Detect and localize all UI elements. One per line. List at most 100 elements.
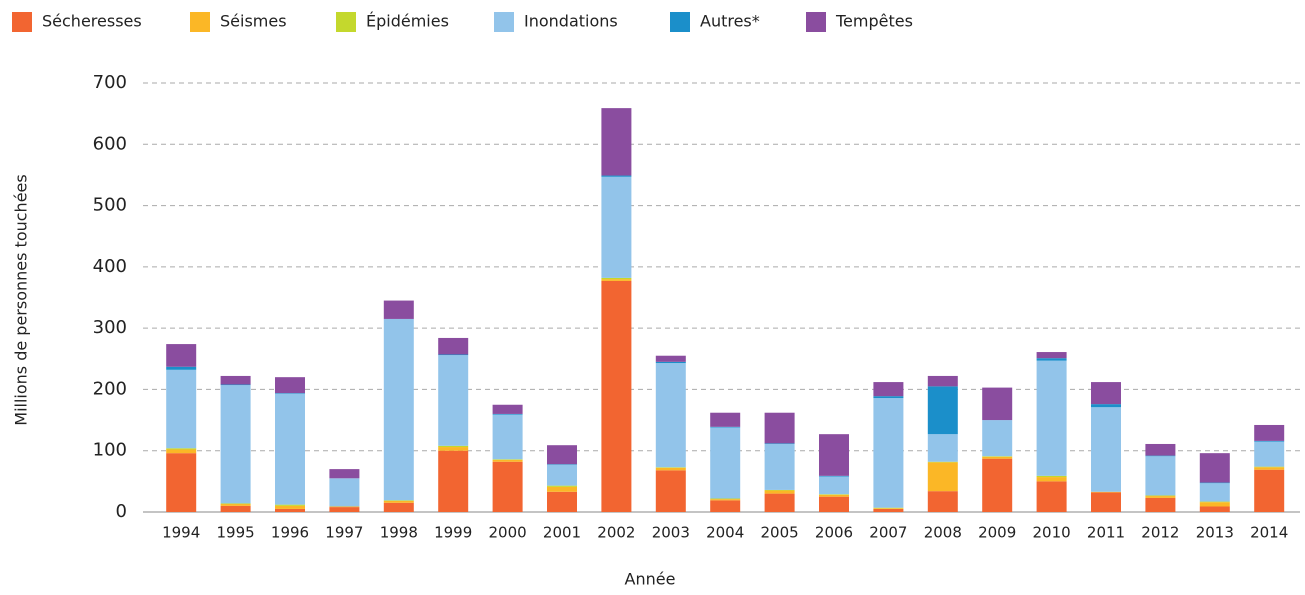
bar-segment: [438, 355, 469, 446]
bar-segment: [438, 447, 469, 451]
bar-segment: [1091, 407, 1121, 492]
bar-segment: [492, 404, 523, 414]
bar-segment: [1145, 443, 1176, 456]
x-tick-label: 2011: [1087, 524, 1125, 542]
legend-swatch: [12, 12, 32, 32]
x-tick-label: 1997: [325, 524, 363, 542]
bar-segment: [710, 500, 741, 512]
bar-segment: [655, 363, 686, 468]
bar-segment: [547, 491, 577, 512]
bar-segment: [710, 412, 741, 427]
bar-segment: [547, 464, 577, 465]
bar-segment: [601, 279, 632, 281]
bar-segment: [492, 459, 523, 460]
x-tick-label: 2008: [924, 524, 962, 542]
bar-segment: [873, 382, 904, 397]
bar-segment: [710, 426, 741, 428]
bar-segment: [220, 505, 251, 512]
bar-segment: [764, 490, 795, 494]
x-tick-label: 2013: [1196, 524, 1234, 542]
bar-segment: [220, 504, 251, 506]
x-tick-label: 2001: [543, 524, 581, 542]
bar-segment: [1036, 477, 1067, 482]
x-tick-label: 2012: [1141, 524, 1179, 542]
bar-segment: [819, 494, 849, 497]
bar-segment: [1145, 496, 1176, 498]
bar-segment: [220, 384, 251, 386]
legend-swatch: [494, 12, 514, 32]
bar-segment: [275, 377, 305, 394]
bar-segment: [927, 461, 958, 463]
bar-segment: [655, 467, 686, 471]
bar-segment: [1254, 440, 1285, 442]
bar-segment: [1091, 382, 1121, 405]
bar-segment: [438, 337, 469, 355]
bar-segment: [927, 375, 958, 387]
bar-segment: [601, 108, 632, 176]
bar-segment: [982, 420, 1013, 457]
bar-segment: [1199, 506, 1230, 512]
bar-segment: [601, 176, 632, 278]
bar-segment: [329, 507, 360, 512]
bar-segment: [982, 458, 1013, 512]
bar-segment: [1091, 492, 1121, 512]
bar-segment: [819, 434, 849, 476]
bar-segment: [873, 508, 904, 512]
bar-segment: [438, 354, 469, 356]
x-tick-label: 2006: [815, 524, 853, 542]
bar-segment: [1199, 502, 1230, 507]
bar-segment: [1145, 455, 1176, 457]
y-tick-label: 400: [93, 256, 127, 277]
bar-segment: [166, 369, 197, 449]
bar-segment: [1091, 404, 1121, 408]
x-tick-label: 2002: [597, 524, 635, 542]
bar-segment: [982, 456, 1013, 459]
bar-segment: [275, 505, 305, 509]
bar-segment: [383, 500, 414, 501]
bar-segment: [982, 387, 1013, 421]
bar-segment: [764, 489, 795, 491]
bar-segment: [275, 508, 305, 512]
bar-segment: [1199, 453, 1230, 483]
bar-segment: [492, 413, 523, 415]
x-tick-label: 2007: [869, 524, 907, 542]
bar-segment: [873, 396, 904, 399]
bar-segment: [764, 493, 795, 512]
bar-segment: [329, 478, 360, 507]
bar-segment: [1036, 352, 1067, 359]
bar-segment: [655, 355, 686, 362]
x-tick-label: 1994: [162, 524, 200, 542]
bar-segment: [166, 453, 197, 512]
bar-segment: [655, 470, 686, 512]
legend-label: Tempêtes: [835, 12, 913, 31]
bar-segment: [1254, 469, 1285, 512]
bar-segment: [1254, 441, 1285, 467]
bar-segment: [329, 469, 360, 479]
legend-swatch: [336, 12, 356, 32]
bar-segment: [1254, 467, 1285, 470]
bar-segment: [1254, 424, 1285, 441]
bar-segment: [166, 344, 197, 367]
bar-segment: [601, 277, 632, 280]
bar-segment: [1036, 360, 1067, 476]
bar-segment: [220, 385, 251, 504]
legend-label: Autres*: [700, 12, 760, 31]
bar-segment: [1199, 501, 1230, 503]
bar-segment: [1036, 475, 1067, 478]
bar-segment: [710, 499, 741, 501]
bar-segment: [1145, 456, 1176, 496]
x-tick-label: 2005: [761, 524, 799, 542]
y-tick-label: 0: [116, 501, 127, 522]
bar-segment: [1254, 466, 1285, 468]
x-tick-label: 1996: [271, 524, 309, 542]
y-tick-label: 500: [93, 195, 127, 216]
bar-segment: [819, 475, 849, 477]
y-tick-label: 100: [93, 440, 127, 461]
x-tick-label: 2010: [1033, 524, 1071, 542]
x-tick-label: 2014: [1250, 524, 1288, 542]
bar-segment: [438, 445, 469, 448]
bar-segment: [1036, 481, 1067, 512]
x-tick-label: 1998: [380, 524, 418, 542]
y-tick-label: 600: [93, 133, 127, 154]
